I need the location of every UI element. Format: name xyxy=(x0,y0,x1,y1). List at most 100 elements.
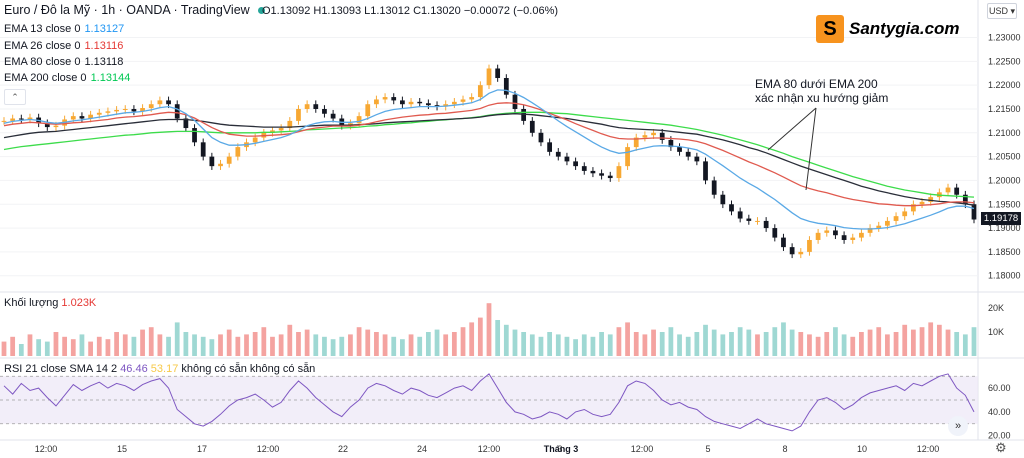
volume-bar xyxy=(36,339,42,356)
volume-label: Khối lượng 1.023K xyxy=(4,297,96,309)
legend-value: 1.13116 xyxy=(84,40,124,52)
candle xyxy=(174,104,180,119)
price-tick-label: 1.20000 xyxy=(988,175,1021,185)
candle xyxy=(157,100,163,105)
rsi-tick-label: 40.00 xyxy=(988,407,1011,417)
volume-bar xyxy=(105,339,111,356)
volume-bar xyxy=(668,327,674,356)
volume-bar xyxy=(633,332,639,356)
candle xyxy=(824,230,830,233)
candle xyxy=(166,100,171,105)
legend-ema26[interactable]: EMA 26 close 0 1.13116 xyxy=(4,40,123,52)
volume-bar xyxy=(616,327,622,356)
candle xyxy=(18,118,24,120)
candle xyxy=(443,104,449,107)
price-tick-label: 1.21500 xyxy=(988,104,1021,114)
volume-bar xyxy=(278,334,284,356)
candle xyxy=(477,85,483,98)
candle xyxy=(772,228,778,238)
candle xyxy=(694,156,700,162)
volume-bar xyxy=(962,334,968,356)
candle xyxy=(815,232,821,240)
rsi-label-tail: không có sẵn không có sẵn xyxy=(181,363,316,375)
scroll-to-realtime-button[interactable]: » xyxy=(948,416,968,436)
volume-bar xyxy=(218,334,223,356)
candle xyxy=(218,163,223,167)
volume-bar xyxy=(131,336,137,356)
volume-bar xyxy=(10,336,16,356)
candle xyxy=(434,105,440,107)
time-tick-label: 12:00 xyxy=(917,444,940,454)
time-tick-label: 12:00 xyxy=(478,444,501,454)
candle xyxy=(1,120,7,122)
volume-bar xyxy=(659,332,665,356)
candle xyxy=(971,204,977,220)
candle xyxy=(183,118,189,129)
candle xyxy=(573,161,578,167)
volume-bar xyxy=(79,334,85,356)
candle xyxy=(451,101,457,105)
time-tick-label: 17 xyxy=(197,444,207,454)
volume-bar xyxy=(755,334,760,356)
chevron-down-icon: ▾ xyxy=(1010,6,1016,16)
candle xyxy=(677,147,682,152)
currency-selector[interactable]: USD ▾ xyxy=(987,3,1017,19)
candle xyxy=(876,225,882,229)
volume-label-text: Khối lượng xyxy=(4,297,59,309)
volume-bar xyxy=(495,320,501,356)
volume-bar xyxy=(581,334,587,356)
candle xyxy=(114,109,119,112)
volume-bar xyxy=(694,332,700,356)
candle xyxy=(885,220,890,226)
legend-ema200[interactable]: EMA 200 close 0 1.13144 xyxy=(4,72,130,84)
ema200-line xyxy=(3,111,975,198)
candle xyxy=(867,228,873,233)
time-tick-label: 12:00 xyxy=(35,444,58,454)
volume-bar xyxy=(252,332,258,356)
legend-label: EMA 80 close 0 xyxy=(4,56,81,68)
candle xyxy=(304,104,310,109)
candle xyxy=(226,156,232,164)
legend-ema80[interactable]: EMA 80 close 0 1.13118 xyxy=(4,56,123,68)
volume-bar xyxy=(919,327,925,356)
volume-bar xyxy=(893,332,899,356)
legend-label: EMA 26 close 0 xyxy=(4,40,81,52)
volume-bar xyxy=(425,332,431,356)
candle xyxy=(529,120,535,133)
collapse-legend-button[interactable]: ⌃ xyxy=(4,89,26,105)
candle xyxy=(131,108,137,112)
volume-bar xyxy=(850,336,856,356)
candle xyxy=(633,137,639,148)
volume-bar xyxy=(122,334,128,356)
volume-bar xyxy=(798,332,804,356)
volume-bar xyxy=(382,334,388,356)
symbol-title[interactable]: Euro / Đô la Mỹ · 1h · OANDA · TradingVi… xyxy=(4,3,250,17)
candle xyxy=(954,187,960,195)
candle xyxy=(642,135,648,138)
candle xyxy=(755,220,760,222)
candle xyxy=(278,128,284,131)
candle xyxy=(495,68,501,79)
volume-bar xyxy=(859,332,864,356)
candle xyxy=(685,151,691,157)
candle xyxy=(625,147,630,167)
volume-bar xyxy=(244,334,249,356)
time-tick-label: 12:00 xyxy=(257,444,280,454)
volume-bar xyxy=(885,334,890,356)
volume-bar xyxy=(781,322,786,356)
candle xyxy=(789,247,795,255)
last-price-tag: 1.19178 xyxy=(981,212,1021,225)
candle xyxy=(486,68,492,86)
volume-bar xyxy=(88,341,93,356)
candle xyxy=(391,97,397,101)
gear-icon[interactable]: ⚙ xyxy=(995,440,1007,455)
volume-bar xyxy=(486,303,492,356)
legend-ema13[interactable]: EMA 13 close 0 1.13127 xyxy=(4,23,124,35)
time-tick-label: Tháng 3 xyxy=(544,444,579,454)
candle xyxy=(252,137,258,143)
annotation-text: EMA 80 dưới EMA 200 xác nhận xu hướng gi… xyxy=(755,77,888,105)
volume-bar xyxy=(70,339,76,356)
time-tick-label: 8 xyxy=(782,444,787,454)
price-tick-label: 1.19500 xyxy=(988,199,1021,209)
